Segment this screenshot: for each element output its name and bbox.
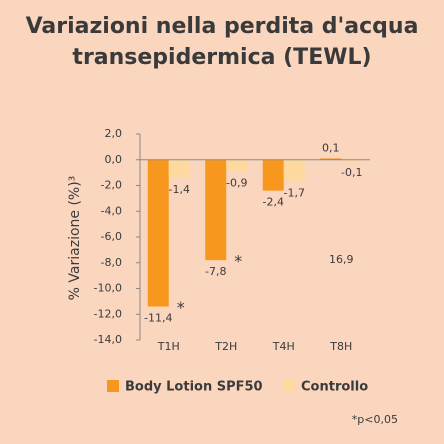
data-label: 0,1 bbox=[322, 141, 340, 154]
data-label: -2,4 bbox=[263, 196, 284, 209]
y-tick-label: -14,0 bbox=[94, 333, 122, 346]
data-label: -0,9 bbox=[226, 176, 247, 189]
y-tick-label: -12,0 bbox=[94, 307, 122, 320]
bar bbox=[320, 158, 342, 160]
legend-swatch bbox=[283, 380, 295, 392]
legend-swatch bbox=[107, 380, 119, 392]
bar bbox=[226, 159, 248, 172]
legend-label: Controllo bbox=[301, 380, 368, 395]
annotation: * bbox=[234, 252, 242, 271]
x-tick-label: T2H bbox=[214, 340, 237, 353]
y-tick-label: -10,0 bbox=[94, 282, 122, 295]
chart-title: Variazioni nella perdita d'acqua bbox=[26, 14, 419, 39]
y-axis-label: % Variazione (%)³ bbox=[67, 176, 83, 301]
chart-title: transepidermica (TEWL) bbox=[72, 45, 371, 70]
bar bbox=[147, 159, 169, 307]
y-tick-label: 0,0 bbox=[105, 153, 123, 166]
bar bbox=[283, 159, 305, 182]
data-label: -0,1 bbox=[341, 166, 362, 179]
footnote: *p<0,05 bbox=[352, 413, 398, 426]
y-tick-label: -8,0 bbox=[101, 256, 122, 269]
y-tick-label: -6,0 bbox=[101, 230, 122, 243]
x-tick-label: T4H bbox=[272, 340, 295, 353]
bar bbox=[341, 159, 363, 162]
bar bbox=[205, 159, 227, 261]
data-label: -1,4 bbox=[169, 183, 190, 196]
x-tick-label: T8H bbox=[329, 340, 352, 353]
data-label: -11,4 bbox=[144, 312, 172, 325]
x-tick-label: T1H bbox=[157, 340, 180, 353]
data-label: -7,8 bbox=[205, 265, 226, 278]
y-tick-label: 2,0 bbox=[105, 127, 123, 140]
annotation: * bbox=[177, 298, 185, 317]
y-tick-label: -4,0 bbox=[101, 204, 122, 217]
y-tick-label: -2,0 bbox=[101, 179, 122, 192]
annotation: 16,9 bbox=[329, 253, 354, 266]
data-label: -1,7 bbox=[284, 187, 305, 200]
bar bbox=[262, 159, 284, 191]
legend-label: Body Lotion SPF50 bbox=[125, 380, 263, 395]
bar bbox=[168, 159, 190, 178]
